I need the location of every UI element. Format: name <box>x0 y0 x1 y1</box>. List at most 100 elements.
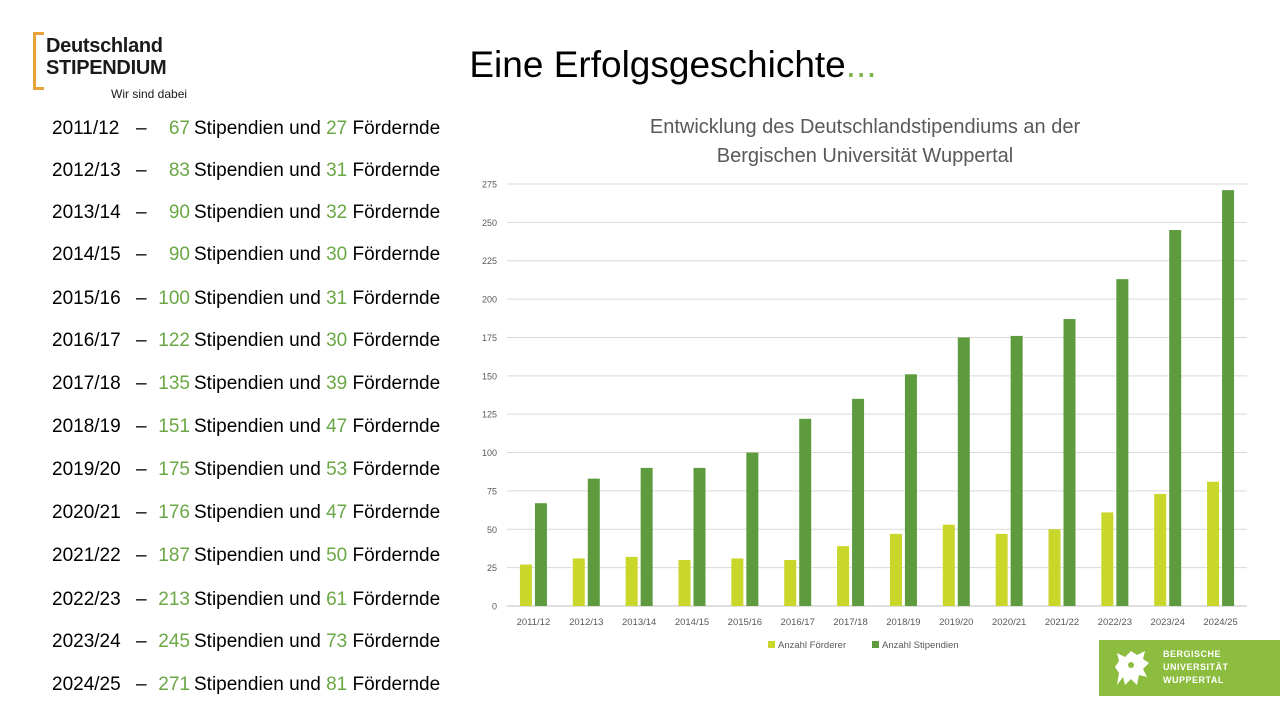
stipendien-count: 187 <box>158 545 190 566</box>
foerdernde-count: 53 <box>326 459 348 480</box>
stipendien-count: 122 <box>158 330 190 351</box>
y-tick-label: 125 <box>482 410 497 420</box>
stipendien-word: Stipendien und <box>194 502 321 523</box>
dash-separator: – <box>136 545 147 566</box>
x-tick-label: 2012/13 <box>569 617 603 628</box>
bar-stipendien <box>534 503 547 606</box>
bar-stipendien <box>957 337 970 606</box>
year-label: 2013/14 <box>52 202 121 223</box>
list-item: 2019/20–175 Stipendien und 53 Fördernde <box>52 457 472 483</box>
bar-chart: 0 25 50 75 100 125 150 175 200 225 250 275 2011/12 20… <box>482 180 1247 651</box>
stipendien-word: Stipendien und <box>194 373 321 394</box>
dash-separator: – <box>136 502 147 523</box>
dash-separator: – <box>136 288 147 309</box>
legend-label: Anzahl Förderer <box>778 640 846 651</box>
bar-stipendien <box>587 478 600 606</box>
foerdernde-word: Fördernde <box>352 545 441 566</box>
x-tick-label: 2020/21 <box>992 617 1026 628</box>
foerdernde-count: 30 <box>326 330 348 351</box>
y-tick-label: 175 <box>482 333 497 343</box>
dash-separator: – <box>136 118 147 139</box>
chart-title-line1: Entwicklung des Deutschlandstipendiums a… <box>649 116 1081 138</box>
foerdernde-word: Fördernde <box>352 502 441 523</box>
legend-swatch <box>872 641 879 648</box>
x-tick-label: 2016/17 <box>781 617 815 628</box>
logo-line1: Deutschland <box>46 35 163 57</box>
chart-title: Entwicklung des Deutschlandstipendiums a… <box>560 113 1170 171</box>
list-item: 2013/14–90 Stipendien und 32 Fördernde <box>52 200 472 226</box>
bar-foerderer <box>1101 512 1114 606</box>
x-tick-label: 2024/25 <box>1203 617 1237 628</box>
foerdernde-word: Fördernde <box>352 631 441 652</box>
stipendien-word: Stipendien und <box>194 545 321 566</box>
year-label: 2022/23 <box>52 589 121 610</box>
dash-separator: – <box>136 459 147 480</box>
dash-separator: – <box>136 589 147 610</box>
year-label: 2019/20 <box>52 459 121 480</box>
stipendien-word: Stipendien und <box>194 160 321 181</box>
x-tick-label: 2018/19 <box>886 617 920 628</box>
chart-title-line2: Bergischen Universität Wuppertal <box>716 145 1014 167</box>
foerdernde-word: Fördernde <box>352 589 441 610</box>
x-tick-label: 2021/22 <box>1045 617 1079 628</box>
stipendien-count: 151 <box>158 416 190 437</box>
list-item: 2018/19–151 Stipendien und 47 Fördernde <box>52 414 472 440</box>
foerdernde-count: 47 <box>326 416 348 437</box>
list-item: 2020/21–176 Stipendien und 47 Fördernde <box>52 500 472 526</box>
year-label: 2016/17 <box>52 330 121 351</box>
year-label: 2012/13 <box>52 160 121 181</box>
stipendien-count: 67 <box>168 118 190 139</box>
list-item: 2024/25–271 Stipendien und 81 Fördernde <box>52 672 472 698</box>
slide-title-text: Eine Erfolgsgeschichte <box>469 44 846 85</box>
foerdernde-word: Fördernde <box>352 674 441 695</box>
stipendien-word: Stipendien und <box>194 118 321 139</box>
foerdernde-word: Fördernde <box>352 330 441 351</box>
foerdernde-count: 47 <box>326 502 348 523</box>
foerdernde-count: 31 <box>326 160 348 181</box>
stipendien-count: 245 <box>158 631 190 652</box>
x-tick-label: 2013/14 <box>622 617 656 628</box>
stipendien-count: 175 <box>158 459 190 480</box>
bar-stipendien <box>799 418 812 606</box>
y-tick-label: 225 <box>482 256 497 266</box>
stipendien-count: 90 <box>168 202 190 223</box>
bar-foerderer <box>1154 493 1167 606</box>
bar-foerderer <box>784 559 797 606</box>
stipendien-count: 176 <box>158 502 190 523</box>
dash-separator: – <box>136 631 147 652</box>
bar-stipendien <box>1010 335 1023 606</box>
bar-stipendien <box>1169 230 1182 606</box>
foerdernde-word: Fördernde <box>352 416 441 437</box>
foerdernde-count: 32 <box>326 202 348 223</box>
bar-stipendien <box>1116 279 1129 606</box>
stipendien-word: Stipendien und <box>194 674 321 695</box>
bar-stipendien <box>693 467 706 606</box>
logo-bracket <box>33 32 44 90</box>
list-item: 2021/22–187 Stipendien und 50 Fördernde <box>52 543 472 569</box>
x-tick-label: 2014/15 <box>675 617 709 628</box>
bar-foerderer <box>678 559 691 606</box>
stipendien-word: Stipendien und <box>194 244 321 265</box>
list-item: 2014/15–90 Stipendien und 30 Fördernde <box>52 242 472 268</box>
stipendien-count: 90 <box>168 244 190 265</box>
y-tick-label: 250 <box>482 218 497 228</box>
legend-swatch <box>768 641 775 648</box>
foerdernde-word: Fördernde <box>352 118 441 139</box>
dash-separator: – <box>136 674 147 695</box>
year-label: 2023/24 <box>52 631 121 652</box>
bar-foerderer <box>1048 529 1061 606</box>
x-tick-label: 2022/23 <box>1098 617 1132 628</box>
foerdernde-count: 27 <box>326 118 348 139</box>
bar-foerderer <box>731 558 744 606</box>
stipendien-count: 213 <box>158 589 190 610</box>
foerdernde-word: Fördernde <box>352 244 441 265</box>
stipendien-word: Stipendien und <box>194 631 321 652</box>
logo-tagline: Wir sind dabei <box>111 87 188 101</box>
bar-foerderer <box>837 546 850 606</box>
slide-title-dots: ... <box>845 44 877 85</box>
stipendien-count: 100 <box>158 288 190 309</box>
foerdernde-word: Fördernde <box>352 373 441 394</box>
dash-separator: – <box>136 416 147 437</box>
bar-stipendien <box>852 398 865 606</box>
foerdernde-word: Fördernde <box>352 202 441 223</box>
